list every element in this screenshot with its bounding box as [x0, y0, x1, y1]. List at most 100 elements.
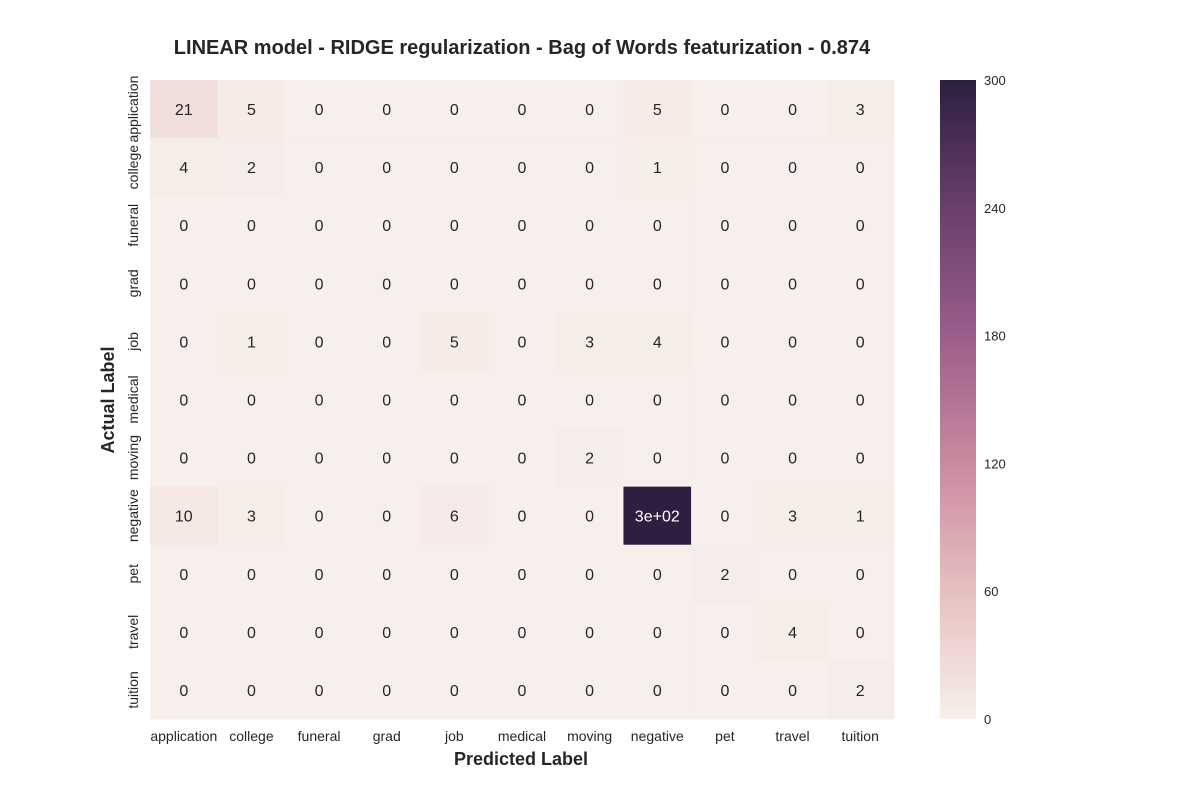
heatmap-cell	[488, 544, 557, 604]
heatmap-cell	[285, 196, 354, 255]
heatmap-cell	[420, 428, 489, 488]
cell-value-label: 0	[450, 683, 459, 700]
heatmap-cell	[285, 660, 354, 720]
cell-value-labels: 21 5 0 0 0 0 0 5 0 0 34 2 0 0 0 0 0 1 0 0 00 0 0 0 0 0 0 0 0 0 00 0 0 0 0 0…	[175, 102, 865, 700]
cell-value-label: 2	[585, 451, 594, 468]
heatmap-cell	[285, 544, 354, 604]
cell-value-label: 0	[247, 451, 256, 468]
cell-value-label: 0	[788, 218, 797, 235]
heatmap-cell	[758, 138, 827, 197]
heatmap-cell	[352, 196, 422, 255]
cell-value-label: 0	[450, 567, 459, 584]
cell-value-label: 0	[247, 276, 256, 293]
cell-value-label: 0	[382, 451, 391, 468]
heatmap-cell	[285, 428, 354, 488]
heatmap-cell	[758, 312, 827, 371]
cell-value-label: 0	[315, 276, 324, 293]
heatmap-cell	[285, 312, 354, 371]
cell-value-label: 0	[382, 567, 391, 584]
heatmap-cell	[420, 370, 489, 430]
heatmap-cell	[488, 370, 557, 430]
heatmap-cell	[691, 428, 760, 488]
y-tick-label: funeral	[125, 204, 141, 247]
heatmap-cell	[555, 80, 624, 139]
cell-value-label: 10	[175, 509, 193, 526]
cell-value-label: 0	[720, 625, 729, 642]
cell-value-label: 0	[653, 625, 662, 642]
heatmap-cell	[150, 602, 219, 662]
heatmap-cell	[217, 544, 286, 604]
x-tick-label: tuition	[842, 728, 879, 744]
heatmap-cell	[150, 138, 219, 197]
cell-value-label: 0	[585, 625, 594, 642]
x-tick-label: funeral	[298, 728, 341, 744]
heatmap-cell	[826, 196, 895, 255]
cell-value-label: 0	[720, 509, 729, 526]
cell-value-label: 0	[382, 393, 391, 410]
cell-value-label: 0	[315, 160, 324, 177]
cell-value-label: 0	[585, 102, 594, 119]
colorbar-tick-label: 60	[984, 584, 998, 599]
heatmap-cell	[352, 428, 422, 488]
heatmap-cell	[826, 602, 895, 662]
heatmap-cell	[217, 486, 286, 546]
heatmap-cell	[623, 486, 692, 546]
heatmap-cell	[758, 370, 827, 430]
colorbar-tick-label: 240	[984, 201, 1006, 216]
y-tick-label: grad	[125, 269, 141, 297]
cell-value-label: 0	[788, 102, 797, 119]
heatmap-cell	[352, 80, 422, 139]
heatmap-cell	[826, 544, 895, 604]
cell-value-label: 3	[788, 509, 797, 526]
heatmap-cell	[217, 660, 286, 720]
heatmap-cell	[420, 312, 489, 371]
cell-value-label: 0	[179, 683, 188, 700]
heatmap-cell	[691, 80, 760, 139]
heatmap-cell	[691, 602, 760, 662]
cell-value-label: 0	[788, 276, 797, 293]
cell-value-label: 0	[653, 451, 662, 468]
cell-value-label: 0	[856, 334, 865, 351]
heatmap-cell	[352, 254, 422, 313]
colorbar-tick-label: 300	[984, 73, 1006, 88]
heatmap-cell	[758, 544, 827, 604]
heatmap-cell	[150, 80, 219, 139]
y-axis-label: Actual Label	[98, 346, 118, 453]
cell-value-label: 0	[315, 509, 324, 526]
heatmap-cell	[352, 486, 422, 546]
cell-value-label: 0	[720, 160, 729, 177]
heatmap-cell	[555, 196, 624, 255]
heatmap-cell	[150, 196, 219, 255]
cell-value-label: 0	[382, 102, 391, 119]
cell-value-label: 0	[450, 218, 459, 235]
cell-value-label: 2	[720, 567, 729, 584]
heatmap-cell	[420, 602, 489, 662]
cell-value-label: 0	[382, 625, 391, 642]
cell-value-label: 0	[856, 218, 865, 235]
cell-value-label: 3	[585, 334, 594, 351]
cell-value-label: 0	[653, 276, 662, 293]
chart-title: LINEAR model - RIDGE regularization - Ba…	[174, 37, 871, 59]
heatmap-cell	[758, 80, 827, 139]
heatmap-cell	[217, 312, 286, 371]
cell-value-label: 3	[856, 102, 865, 119]
cell-value-label: 0	[856, 276, 865, 293]
heatmap-cell	[758, 254, 827, 313]
cell-value-label: 5	[653, 102, 662, 119]
cell-value-label: 0	[247, 218, 256, 235]
y-tick-labels: application college funeral grad job medical m…	[125, 76, 141, 709]
cell-value-label: 0	[450, 625, 459, 642]
cell-value-label: 0	[856, 160, 865, 177]
heatmap-cell	[352, 370, 422, 430]
heatmap-cells	[150, 80, 895, 720]
cell-value-label: 3e+02	[635, 509, 680, 526]
cell-value-label: 0	[720, 276, 729, 293]
cell-value-label: 0	[720, 393, 729, 410]
heatmap-cell	[488, 196, 557, 255]
cell-value-label: 0	[653, 567, 662, 584]
y-tick-label: tuition	[125, 671, 141, 708]
y-tick-label: moving	[125, 435, 141, 480]
cell-value-label: 0	[382, 218, 391, 235]
heatmap-cell	[555, 428, 624, 488]
heatmap-cell	[826, 138, 895, 197]
